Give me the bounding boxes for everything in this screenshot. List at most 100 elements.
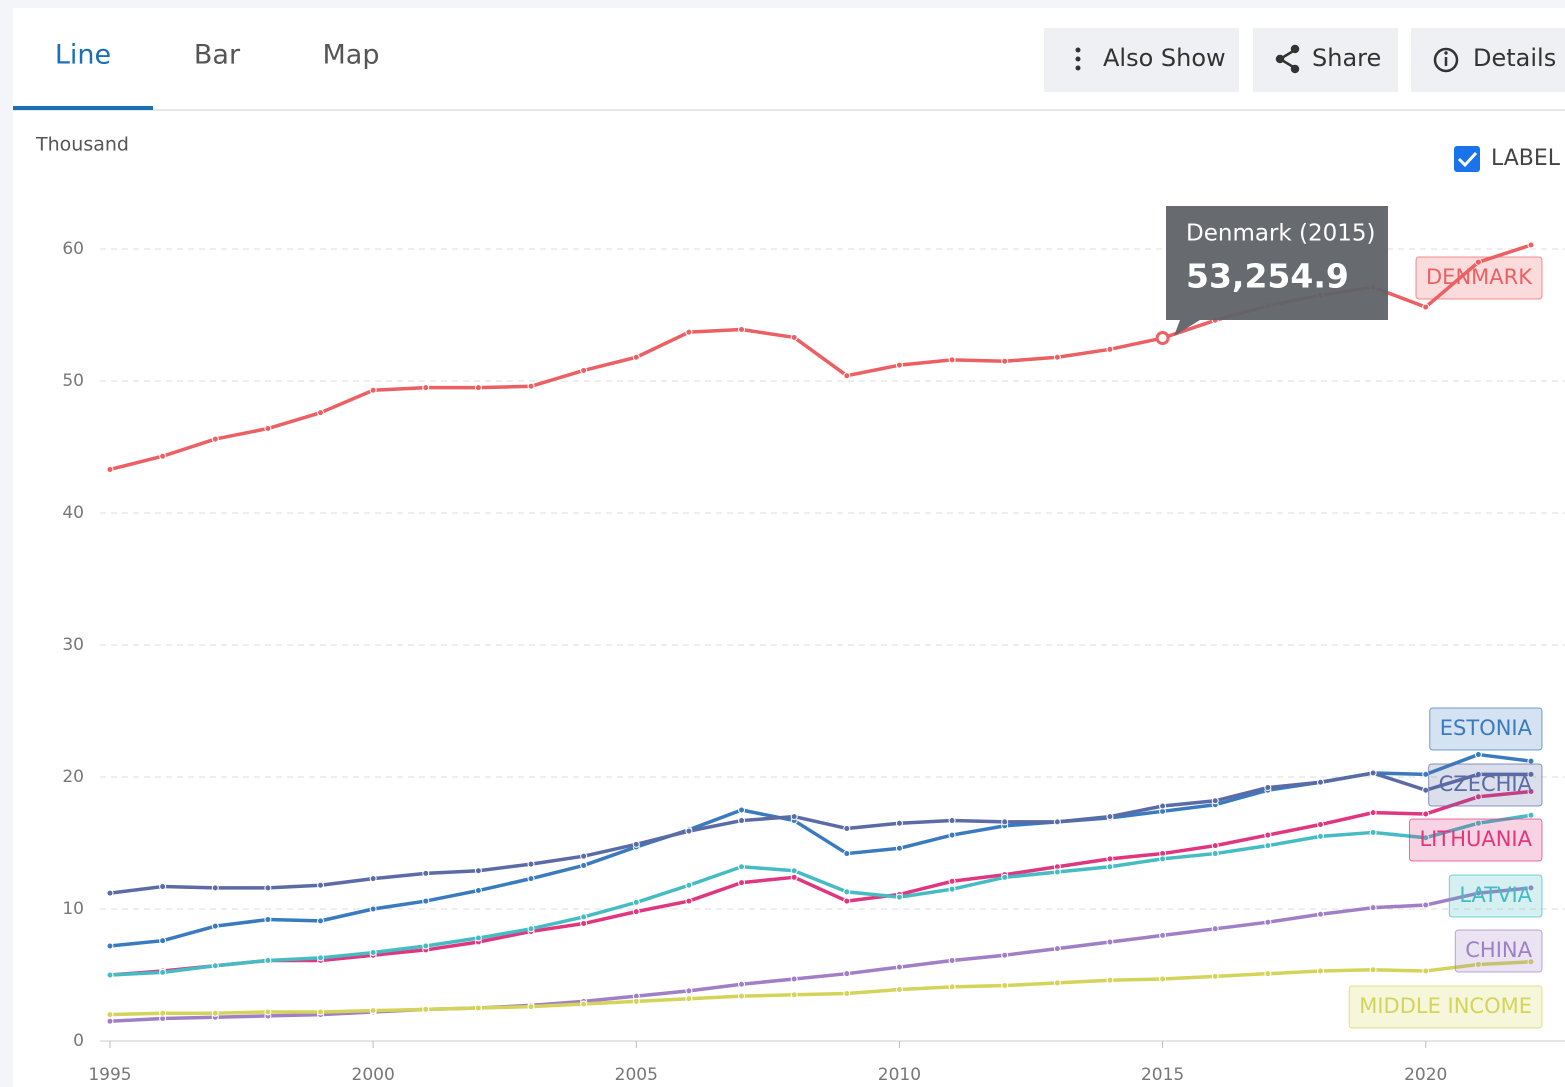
point [1316,832,1324,840]
point [738,879,746,887]
active-tab-underline [13,106,153,110]
point [1527,884,1535,892]
tab[interactable]: Bar [194,40,241,71]
point [1369,904,1377,912]
point [1474,258,1482,266]
point [632,898,640,906]
point [1001,818,1009,826]
point [1001,357,1009,365]
point [1527,241,1535,249]
point [1159,802,1167,810]
point [948,831,956,839]
end-label-box [1448,874,1543,918]
point [317,917,325,925]
tab[interactable]: Line [55,40,111,71]
y-axis-label: Thousand [35,134,129,156]
button-label[interactable]: Share [1312,44,1381,72]
point [1474,960,1482,968]
point [1369,828,1377,836]
point [843,970,851,978]
point [1474,889,1482,897]
point [895,819,903,827]
point [1106,813,1114,821]
point [895,361,903,369]
point [1106,855,1114,863]
button-label[interactable]: Details [1473,44,1556,72]
point [1422,786,1430,794]
series [106,811,1535,979]
point [1264,970,1272,978]
point [1106,345,1114,353]
y-tick-label: 40 [62,503,84,523]
x-tick-label: 2005 [615,1065,658,1085]
point [1211,972,1219,980]
point [1527,958,1535,966]
point [685,328,693,336]
point [580,913,588,921]
point [527,875,535,883]
point [895,986,903,994]
button[interactable] [1411,28,1565,92]
point [1211,850,1219,858]
point [1316,821,1324,829]
point [580,366,588,374]
point [1264,918,1272,926]
checkbox[interactable] [1454,146,1480,172]
point [106,889,114,897]
point [211,922,219,930]
point [106,1011,114,1019]
point [264,1008,272,1016]
end-label: Denmark [1426,265,1533,289]
point [1053,353,1061,361]
point [738,326,746,334]
point [738,992,746,1000]
point [1422,770,1430,778]
x-tick-label: 2010 [878,1065,921,1085]
point [1527,811,1535,819]
point [1053,868,1061,876]
point [632,908,640,916]
button-label[interactable]: Also Show [1103,44,1226,72]
point [264,916,272,924]
point [1422,901,1430,909]
point [580,861,588,869]
point [1527,788,1535,796]
point [948,356,956,364]
y-tick-label: 50 [62,371,84,391]
point [790,867,798,875]
point [632,997,640,1005]
point [422,1005,430,1013]
point [527,382,535,390]
end-label-box [1454,929,1543,973]
point [159,452,167,460]
checkmark [1457,151,1478,168]
point [369,949,377,957]
tooltip-point [1155,331,1170,346]
point [1474,751,1482,759]
tooltip-value: 53,254.9 [1186,257,1349,296]
x-tick-label: 1995 [88,1065,131,1085]
point [790,991,798,999]
point [790,873,798,881]
point [948,877,956,885]
series [106,769,1535,897]
checkbox-label[interactable]: LABEL [1491,146,1561,171]
icon-share [1275,44,1300,74]
point [1053,979,1061,987]
point [474,934,482,942]
point [211,435,219,443]
point [1211,842,1219,850]
point [369,875,377,883]
y-tick-label: 60 [62,239,84,259]
point [1422,834,1430,842]
point [685,827,693,835]
line [109,886,1532,1023]
point [580,852,588,860]
point [474,867,482,875]
point [1316,910,1324,918]
point [738,806,746,814]
tab[interactable]: Map [323,40,380,71]
icon-info [1433,47,1459,73]
point [1001,873,1009,881]
point [843,888,851,896]
